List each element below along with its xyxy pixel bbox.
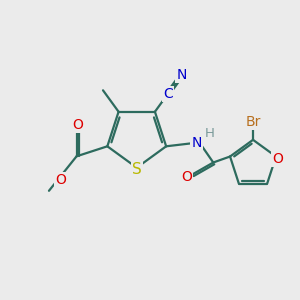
Text: S: S [132, 162, 142, 177]
Text: N: N [191, 136, 202, 150]
Text: O: O [272, 152, 283, 166]
Text: O: O [55, 173, 66, 187]
Text: Br: Br [245, 115, 261, 129]
Text: O: O [181, 170, 192, 184]
Text: O: O [73, 118, 83, 132]
Text: N: N [177, 68, 187, 82]
Text: H: H [205, 127, 214, 140]
Text: C: C [163, 87, 173, 101]
